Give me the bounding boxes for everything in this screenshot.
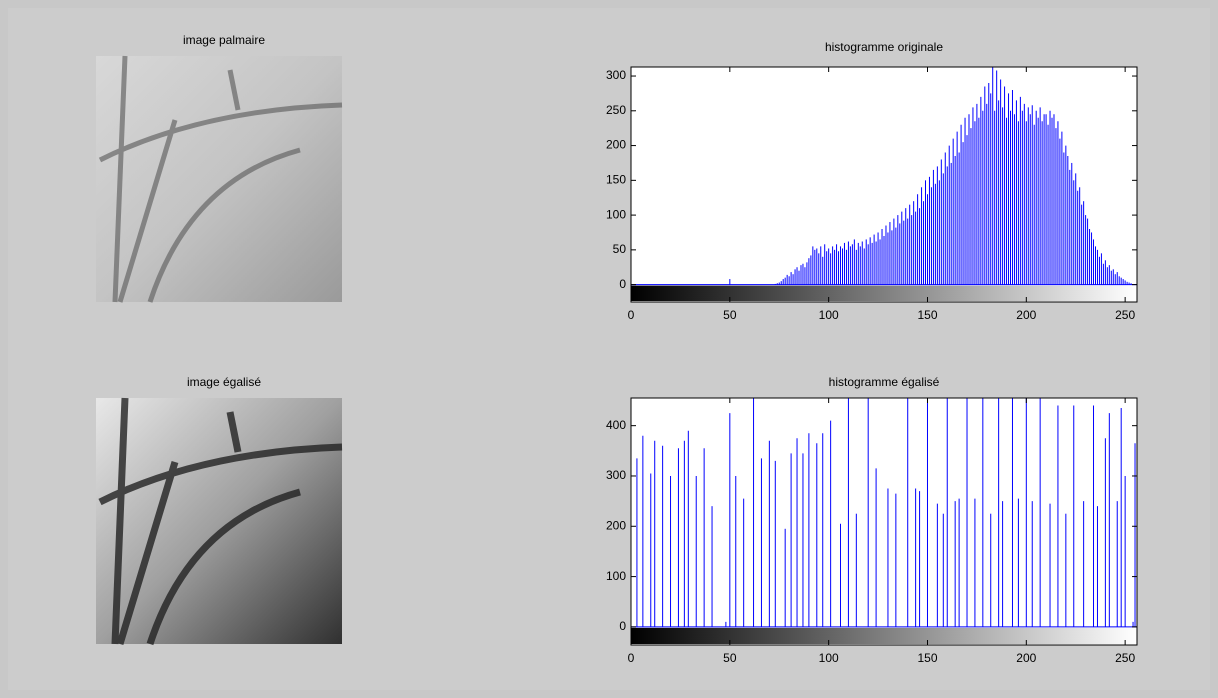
image-title: image palmaire [183, 33, 265, 47]
stems [631, 398, 1136, 627]
chart-title: histogramme égalisé [829, 375, 940, 389]
colorbar [631, 627, 1137, 644]
x-tick-label: 50 [723, 651, 737, 665]
x-tick-label: 200 [1016, 308, 1036, 322]
y-tick-label: 0 [619, 277, 626, 291]
x-tick-label: 200 [1016, 651, 1036, 665]
image-title: image égalisé [187, 375, 261, 389]
palm-image [96, 55, 343, 303]
y-tick-label: 50 [613, 242, 627, 256]
x-tick-label: 0 [628, 651, 635, 665]
chart-title: histogramme originale [825, 40, 943, 54]
stems [729, 67, 1132, 285]
y-tick-label: 300 [606, 468, 626, 482]
x-tick-label: 50 [723, 308, 737, 322]
x-tick-label: 100 [819, 308, 839, 322]
y-tick-label: 100 [606, 207, 626, 221]
y-tick-label: 0 [619, 619, 626, 633]
x-tick-label: 250 [1115, 308, 1135, 322]
y-tick-label: 400 [606, 418, 626, 432]
axes-box [630, 397, 1138, 646]
y-tick-label: 200 [606, 518, 626, 532]
y-tick-label: 300 [606, 68, 626, 82]
x-tick-label: 0 [628, 308, 635, 322]
plot-area [631, 398, 1137, 645]
colorbar [631, 285, 1137, 301]
y-tick-label: 250 [606, 103, 626, 117]
x-tick-label: 100 [819, 651, 839, 665]
y-tick-label: 200 [606, 138, 626, 152]
x-tick-label: 150 [917, 651, 937, 665]
equalized-image [96, 397, 343, 646]
axes-box [630, 66, 1138, 303]
y-tick-label: 150 [606, 173, 626, 187]
y-tick-label: 100 [606, 569, 626, 583]
x-tick-label: 250 [1115, 651, 1135, 665]
x-tick-label: 150 [917, 308, 937, 322]
